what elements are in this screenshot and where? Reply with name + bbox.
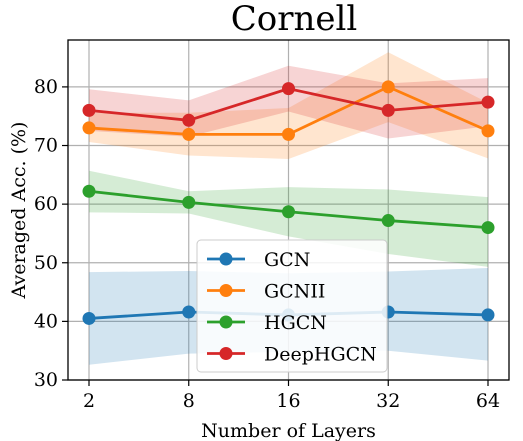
data-point xyxy=(481,221,495,235)
axis-ticks: 2 8 16 32 64 30 40 50 60 70 80 xyxy=(34,76,500,412)
confidence-band xyxy=(89,170,488,267)
data-point xyxy=(82,184,96,198)
y-tick-label: 40 xyxy=(34,310,58,332)
legend-box xyxy=(196,239,388,373)
data-point xyxy=(381,80,395,94)
legend-marker xyxy=(219,252,233,266)
legend-label: HGCN xyxy=(264,312,327,334)
x-tick-label: 32 xyxy=(376,390,400,412)
y-tick-label: 70 xyxy=(34,135,58,157)
data-point xyxy=(282,82,295,96)
legend-label: GCNII xyxy=(264,281,325,303)
chart-title: Cornell xyxy=(231,0,358,39)
legend: GCN GCNII HGCN DeepHGCN xyxy=(196,239,388,373)
data-point xyxy=(481,124,495,138)
data-point xyxy=(82,103,96,117)
data-point xyxy=(381,214,395,228)
y-tick-label: 80 xyxy=(34,76,58,98)
legend-marker xyxy=(219,347,233,360)
data-point xyxy=(182,127,196,141)
legend-marker xyxy=(219,284,233,297)
data-point xyxy=(182,113,196,127)
y-axis-label: Averaged Acc. (%) xyxy=(8,122,30,300)
x-axis-label: Number of Layers xyxy=(201,420,376,441)
y-tick-label: 50 xyxy=(34,252,58,274)
x-tick-label: 64 xyxy=(476,390,500,412)
x-tick-label: 8 xyxy=(183,390,195,412)
data-point xyxy=(481,308,495,322)
data-point xyxy=(182,195,196,209)
data-point xyxy=(82,311,96,325)
data-point xyxy=(481,95,495,109)
legend-label: DeepHGCN xyxy=(264,344,377,366)
x-tick-label: 2 xyxy=(83,390,95,412)
data-point xyxy=(381,103,395,117)
legend-marker xyxy=(219,315,233,329)
data-point xyxy=(182,305,196,319)
data-point xyxy=(282,127,295,141)
legend-label: GCN xyxy=(264,249,310,271)
y-tick-label: 60 xyxy=(34,193,58,215)
data-point xyxy=(282,205,295,219)
y-tick-label: 30 xyxy=(34,369,58,391)
data-point xyxy=(82,121,96,135)
x-tick-label: 16 xyxy=(276,390,300,412)
